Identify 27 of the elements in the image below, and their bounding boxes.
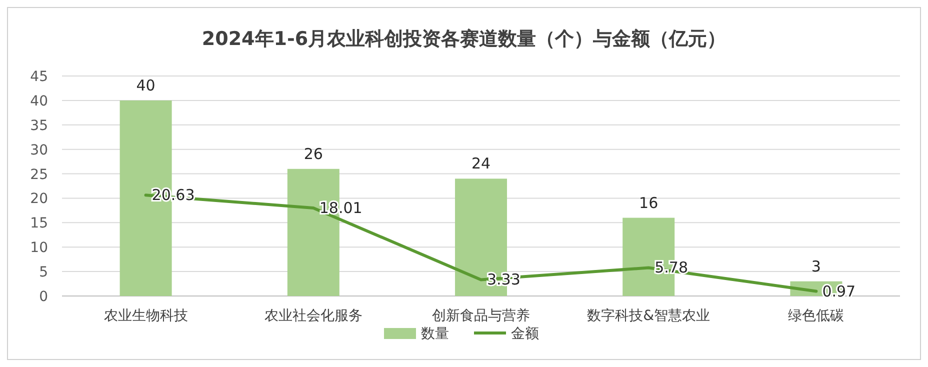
y-tick-label: 45 <box>30 69 48 85</box>
y-tick-label: 15 <box>30 216 48 232</box>
y-tick-label: 35 <box>30 118 48 134</box>
y-tick-label: 25 <box>30 166 48 183</box>
y-tick-label: 10 <box>30 240 48 256</box>
y-tick-label: 5 <box>39 264 48 281</box>
data-label: 18.01 <box>319 198 362 217</box>
data-label: 40 <box>136 76 156 94</box>
y-tick-label: 0 <box>39 289 48 305</box>
y-tick-label: 40 <box>30 93 48 110</box>
y-tick-label: 30 <box>30 142 48 158</box>
data-label: 20.63 <box>152 186 195 204</box>
x-tick-label: 创新食品与营养 <box>432 308 530 324</box>
x-tick-label: 农业社会化服务 <box>264 308 362 324</box>
legend-label: 金额 <box>511 326 539 342</box>
y-tick-label: 20 <box>30 191 48 208</box>
data-label: 5.78 <box>654 258 688 277</box>
x-tick-label: 绿色低碳 <box>788 308 844 324</box>
data-label: 3.33 <box>487 270 520 289</box>
title: 2024年1-6月农业科创投资各赛道数量（个）与金额（亿元） <box>202 28 726 50</box>
data-label: 24 <box>471 154 491 173</box>
data-label: 16 <box>639 194 658 212</box>
data-label: 26 <box>304 144 323 163</box>
data-label: 3 <box>811 257 821 276</box>
x-tick-label: 数字科技&智慧农业 <box>587 308 710 324</box>
legend-label: 数量 <box>421 326 449 342</box>
x-tick-label: 农业生物科技 <box>104 308 188 324</box>
